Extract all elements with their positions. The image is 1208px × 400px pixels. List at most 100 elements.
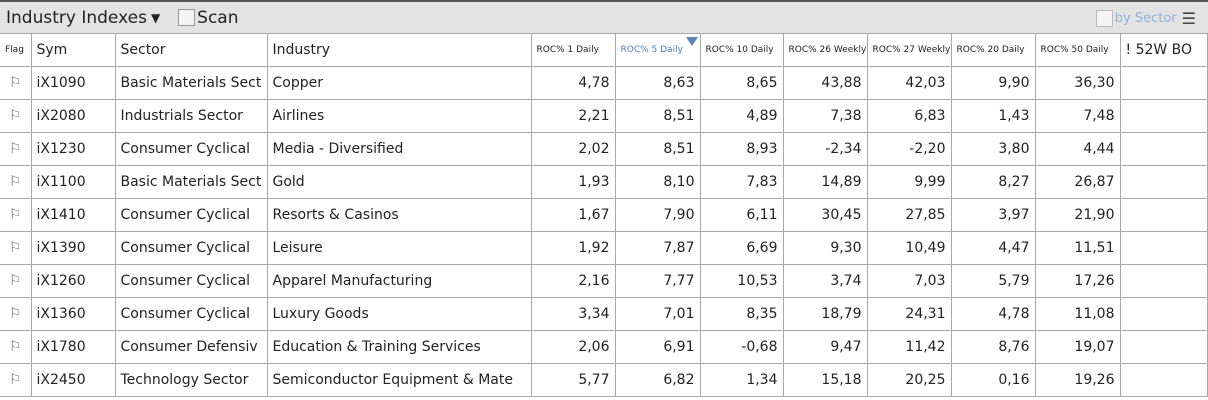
cell-value: 7,03 bbox=[866, 264, 952, 298]
flag-icon[interactable]: ⚐ bbox=[0, 165, 32, 199]
cell-sector: Consumer Cyclical bbox=[114, 297, 268, 331]
cell-industry: Resorts & Casinos bbox=[266, 198, 532, 232]
cell-value: 10,49 bbox=[866, 231, 952, 265]
cell-value: 8,65 bbox=[699, 66, 784, 100]
column-header-sym[interactable]: Sym bbox=[30, 33, 116, 67]
column-header-roc-27-weekly[interactable]: ROC% 27 Weekly bbox=[866, 33, 952, 67]
cell-value: 2,02 bbox=[530, 132, 616, 166]
column-header-flag[interactable]: Flag bbox=[0, 33, 32, 67]
cell-value: 7,83 bbox=[699, 165, 784, 199]
cell-value: 2,16 bbox=[530, 264, 616, 298]
cell-value: 1,92 bbox=[530, 231, 616, 265]
cell-value bbox=[1119, 297, 1208, 331]
cell-sym: iX1090 bbox=[30, 66, 116, 100]
cell-value: 14,89 bbox=[782, 165, 868, 199]
cell-value: 18,79 bbox=[782, 297, 868, 331]
cell-value bbox=[1119, 264, 1208, 298]
cell-value: 5,77 bbox=[530, 363, 616, 397]
flag-icon[interactable]: ⚐ bbox=[0, 297, 32, 331]
cell-sector: Basic Materials Sect bbox=[114, 66, 268, 100]
cell-value: 4,47 bbox=[950, 231, 1036, 265]
cell-value bbox=[1119, 198, 1208, 232]
cell-value: 6,91 bbox=[614, 330, 701, 364]
cell-value bbox=[1119, 66, 1208, 100]
list-title[interactable]: Industry Indexes bbox=[6, 7, 147, 28]
table-row[interactable]: ⚐ iX1100 Basic Materials Sect Gold 1,93 8,10 7… bbox=[0, 165, 1208, 199]
by-sector-checkbox[interactable] bbox=[1095, 10, 1113, 27]
cell-value: 20,25 bbox=[866, 363, 952, 397]
cell-value bbox=[1119, 99, 1208, 133]
flag-icon[interactable]: ⚐ bbox=[0, 198, 32, 232]
cell-sym: iX1100 bbox=[30, 165, 116, 199]
cell-value: 1,67 bbox=[530, 198, 616, 232]
cell-value: 9,47 bbox=[782, 330, 868, 364]
by-sector-label: by Sector bbox=[1114, 11, 1177, 26]
toolbar: Industry Indexes ▼ Scan by Sector ☰ bbox=[0, 0, 1208, 33]
cell-value bbox=[1119, 165, 1208, 199]
scan-label: Scan bbox=[197, 7, 239, 28]
cell-industry: Leisure bbox=[266, 231, 532, 265]
sort-descending-icon bbox=[685, 37, 698, 46]
cell-value: 27,85 bbox=[866, 198, 952, 232]
cell-value: 17,26 bbox=[1034, 264, 1121, 298]
flag-icon[interactable]: ⚐ bbox=[0, 99, 32, 133]
checkbox-icon[interactable] bbox=[178, 9, 196, 26]
cell-value: 1,93 bbox=[530, 165, 616, 199]
cell-sym: iX1230 bbox=[30, 132, 116, 166]
cell-value bbox=[1119, 132, 1208, 166]
column-header-roc-50-daily[interactable]: ROC% 50 Daily bbox=[1034, 33, 1121, 67]
cell-value: 6,83 bbox=[866, 99, 952, 133]
cell-value: 8,51 bbox=[614, 99, 701, 133]
cell-value: 9,99 bbox=[866, 165, 952, 199]
column-header-industry[interactable]: Industry bbox=[266, 33, 532, 67]
flag-icon[interactable]: ⚐ bbox=[0, 330, 32, 364]
cell-value: 19,26 bbox=[1034, 363, 1121, 397]
table-row[interactable]: ⚐ iX2450 Technology Sector Semiconductor Eq… bbox=[0, 363, 1208, 397]
flag-icon[interactable]: ⚐ bbox=[0, 132, 32, 166]
cell-value: 3,97 bbox=[950, 198, 1036, 232]
cell-value: 3,74 bbox=[782, 264, 868, 298]
cell-value: 36,30 bbox=[1034, 66, 1121, 100]
cell-sym: iX2080 bbox=[30, 99, 116, 133]
table-row[interactable]: ⚐ iX1230 Consumer Cyclical Media - Diversif… bbox=[0, 132, 1208, 166]
table-row[interactable]: ⚐ iX1780 Consumer Defensiv Education & Trai… bbox=[0, 330, 1208, 364]
column-header-52w-bo[interactable]: ! 52W BO bbox=[1119, 33, 1208, 67]
column-header-roc-10-daily[interactable]: ROC% 10 Daily bbox=[699, 33, 784, 67]
cell-value: 7,87 bbox=[614, 231, 701, 265]
column-header-roc-5-daily[interactable]: ROC% 5 Daily bbox=[614, 33, 701, 67]
table-row[interactable]: ⚐ iX1410 Consumer Cyclical Resorts & Casino… bbox=[0, 198, 1208, 232]
flag-icon[interactable]: ⚐ bbox=[0, 66, 32, 100]
column-header-sector[interactable]: Sector bbox=[114, 33, 268, 67]
cell-value: 43,88 bbox=[782, 66, 868, 100]
industry-table: Flag Sym Sector Industry ROC% 1 Daily ROC% 5 … bbox=[0, 33, 1208, 397]
cell-sector: Consumer Cyclical bbox=[114, 231, 268, 265]
cell-value: 6,69 bbox=[699, 231, 784, 265]
cell-industry: Media - Diversified bbox=[266, 132, 532, 166]
flag-icon[interactable]: ⚐ bbox=[0, 363, 32, 397]
cell-sector: Consumer Cyclical bbox=[114, 132, 268, 166]
cell-value: 24,31 bbox=[866, 297, 952, 331]
cell-sym: iX1390 bbox=[30, 231, 116, 265]
flag-icon[interactable]: ⚐ bbox=[0, 264, 32, 298]
dropdown-caret-icon[interactable]: ▼ bbox=[150, 10, 161, 25]
table-row[interactable]: ⚐ iX2080 Industrials Sector Airlines 2,21 8,5… bbox=[0, 99, 1208, 133]
cell-value: 5,79 bbox=[950, 264, 1036, 298]
column-header-roc-26-weekly[interactable]: ROC% 26 Weekly bbox=[782, 33, 868, 67]
table-row[interactable]: ⚐ iX1090 Basic Materials Sect Copper 4,78 8,6… bbox=[0, 66, 1208, 100]
scan-checkbox[interactable]: Scan bbox=[178, 7, 239, 28]
cell-value: 10,53 bbox=[699, 264, 784, 298]
cell-value bbox=[1119, 231, 1208, 265]
hamburger-icon[interactable]: ☰ bbox=[1181, 9, 1196, 28]
cell-value: -2,20 bbox=[866, 132, 952, 166]
cell-value: 11,42 bbox=[866, 330, 952, 364]
flag-icon[interactable]: ⚐ bbox=[0, 231, 32, 265]
column-header-roc-20-daily[interactable]: ROC% 20 Daily bbox=[950, 33, 1036, 67]
cell-sym: iX1780 bbox=[30, 330, 116, 364]
cell-value: 1,43 bbox=[950, 99, 1036, 133]
column-header-roc-1-daily[interactable]: ROC% 1 Daily bbox=[530, 33, 616, 67]
table-row[interactable]: ⚐ iX1390 Consumer Cyclical Leisure 1,92 7,87 6… bbox=[0, 231, 1208, 265]
cell-sector: Consumer Cyclical bbox=[114, 264, 268, 298]
cell-value: 0,16 bbox=[950, 363, 1036, 397]
table-row[interactable]: ⚐ iX1260 Consumer Cyclical Apparel Manufact… bbox=[0, 264, 1208, 298]
table-row[interactable]: ⚐ iX1360 Consumer Cyclical Luxury Goods 3,34… bbox=[0, 297, 1208, 331]
